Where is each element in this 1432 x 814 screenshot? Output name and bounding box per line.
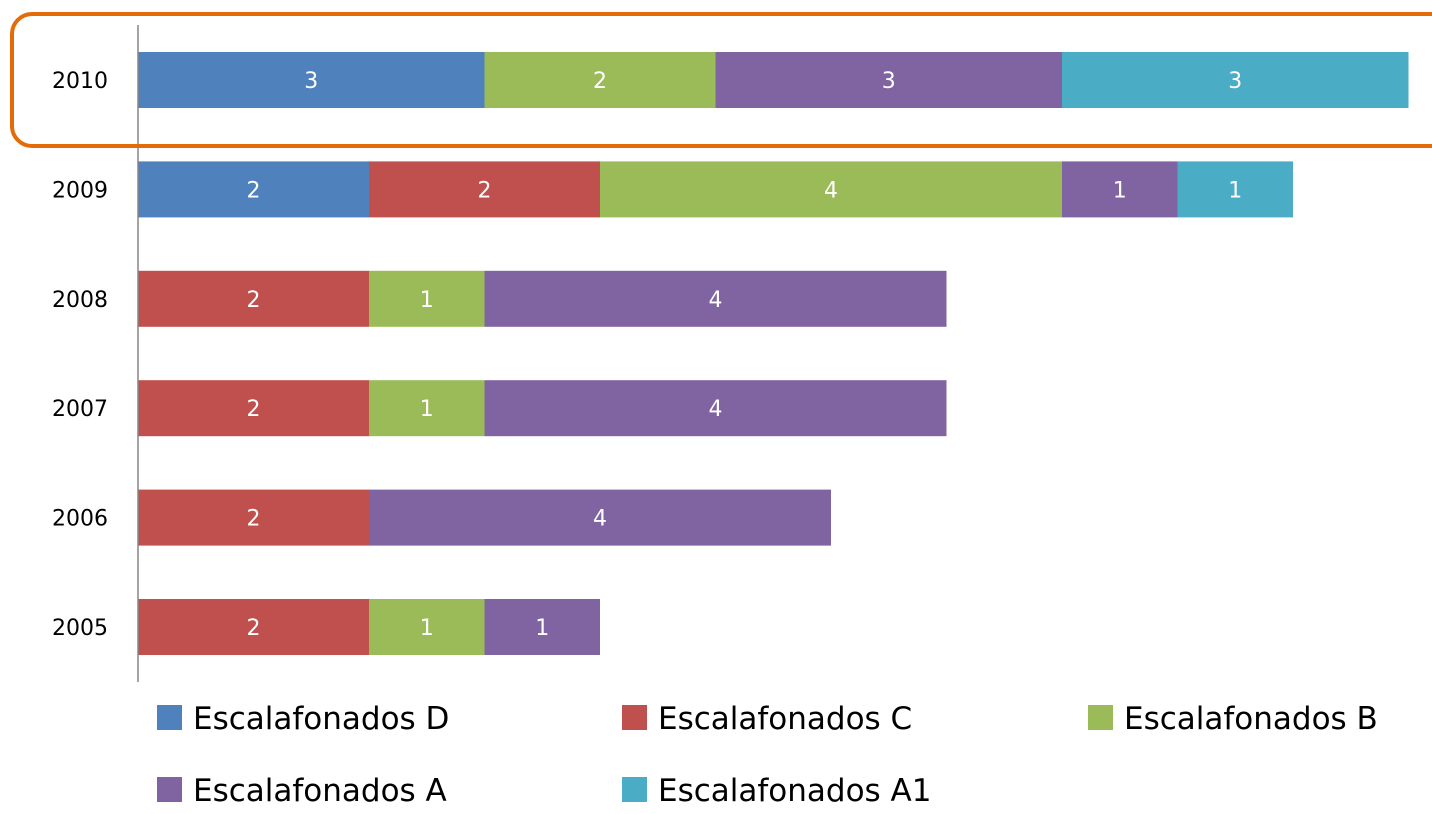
- legend-label-escalafonados-a1: Escalafonados A1: [658, 773, 932, 809]
- bar-2005-escalafonados-a: [484, 599, 600, 655]
- bar-2006-escalafonados-a: [369, 489, 831, 546]
- data-label-2009-escalafonados-d: 2: [247, 178, 261, 203]
- bar-2006-escalafonados-c: [138, 489, 369, 546]
- bar-2008-escalafonados-c: [138, 270, 369, 327]
- data-label-2007-escalafonados-a: 4: [709, 397, 723, 422]
- bar-2007-escalafonados-c: [138, 380, 369, 437]
- legend: Escalafonados D Escalafonados C Escalafona…: [157, 701, 1378, 809]
- category-label-2009: 2009: [52, 178, 108, 203]
- bar-2008-escalafonados-a: [484, 270, 947, 327]
- category-labels: 2010 2009 2008 2007 2006 2005: [52, 69, 108, 641]
- data-label-2005-escalafonados-b: 1: [420, 616, 434, 641]
- legend-swatch-escalafonados-d: [157, 705, 182, 730]
- legend-swatch-escalafonados-a1: [622, 777, 647, 802]
- bar-2010-escalafonados-b: [484, 52, 716, 108]
- category-label-2005: 2005: [52, 616, 108, 641]
- bar-2009-escalafonados-a1: [1177, 161, 1293, 218]
- bar-2010-escalafonados-a: [715, 52, 1062, 108]
- category-label-2010: 2010: [52, 69, 108, 94]
- bar-2007-escalafonados-a: [484, 380, 947, 437]
- bars-layer: 3 2 3 3 2 2 4 1 1 2 1 4 2 1 4 2 4 2 1 1: [138, 52, 1409, 655]
- data-label-2009-escalafonados-a: 1: [1113, 178, 1127, 203]
- data-label-2005-escalafonados-a: 1: [535, 616, 549, 641]
- data-label-2009-escalafonados-a1: 1: [1228, 178, 1242, 203]
- category-label-2007: 2007: [52, 397, 108, 422]
- legend-label-escalafonados-a: Escalafonados A: [193, 773, 447, 809]
- data-label-2008-escalafonados-c: 2: [247, 288, 261, 313]
- bar-2005-escalafonados-c: [138, 599, 369, 655]
- category-label-2006: 2006: [52, 507, 108, 532]
- bar-2009-escalafonados-b: [600, 161, 1062, 218]
- category-label-2008: 2008: [52, 288, 108, 313]
- bar-2005-escalafonados-b: [369, 599, 485, 655]
- bar-2008-escalafonados-b: [369, 270, 485, 327]
- legend-swatch-escalafonados-a: [157, 777, 182, 802]
- legend-label-escalafonados-c: Escalafonados C: [658, 701, 912, 737]
- bar-2009-escalafonados-c: [369, 161, 600, 218]
- data-label-2010-escalafonados-b: 2: [593, 69, 607, 94]
- bar-2009-escalafonados-a: [1062, 161, 1178, 218]
- bar-2010-escalafonados-a1: [1062, 52, 1409, 108]
- bar-2010-escalafonados-d: [138, 52, 485, 108]
- data-label-2008-escalafonados-a: 4: [709, 288, 723, 313]
- bar-2007-escalafonados-b: [369, 380, 485, 437]
- data-label-2007-escalafonados-b: 1: [420, 397, 434, 422]
- legend-swatch-escalafonados-c: [622, 705, 647, 730]
- data-label-2007-escalafonados-c: 2: [247, 397, 261, 422]
- highlight-box-2010: [10, 12, 1432, 148]
- legend-label-escalafonados-d: Escalafonados D: [193, 701, 449, 737]
- data-label-2006-escalafonados-c: 2: [247, 507, 261, 532]
- bar-2009-escalafonados-d: [138, 161, 369, 218]
- legend-label-escalafonados-b: Escalafonados B: [1124, 701, 1378, 737]
- data-label-2010-escalafonados-a: 3: [882, 69, 896, 94]
- legend-swatch-escalafonados-b: [1088, 705, 1113, 730]
- data-label-2005-escalafonados-c: 2: [247, 616, 261, 641]
- data-label-2006-escalafonados-a: 4: [593, 507, 607, 532]
- data-label-2009-escalafonados-c: 2: [478, 178, 492, 203]
- data-label-2010-escalafonados-d: 3: [304, 69, 318, 94]
- data-label-2009-escalafonados-b: 4: [824, 178, 838, 203]
- data-label-2010-escalafonados-a1: 3: [1228, 69, 1242, 94]
- data-label-2008-escalafonados-b: 1: [420, 288, 434, 313]
